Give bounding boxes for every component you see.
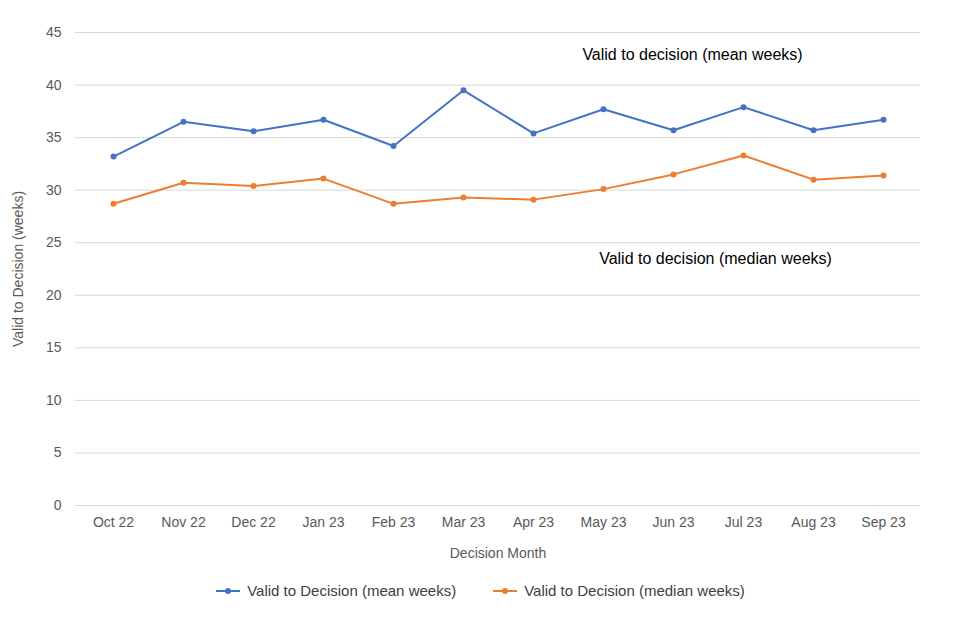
svg-text:Aug 23: Aug 23 <box>791 514 836 530</box>
svg-text:40: 40 <box>46 77 62 93</box>
svg-text:Jul 23: Jul 23 <box>725 514 763 530</box>
svg-text:Mar 23: Mar 23 <box>442 514 486 530</box>
svg-text:Feb 23: Feb 23 <box>372 514 416 530</box>
svg-text:45: 45 <box>46 24 62 40</box>
svg-text:Oct 22: Oct 22 <box>93 514 134 530</box>
svg-text:May 23: May 23 <box>581 514 627 530</box>
svg-text:Apr 23: Apr 23 <box>513 514 554 530</box>
svg-text:Nov 22: Nov 22 <box>161 514 206 530</box>
svg-text:Decision Month: Decision Month <box>450 545 547 561</box>
html-text:Valid to Decision (median week: Valid to Decision (median weeks) <box>524 582 745 599</box>
svg-text:0: 0 <box>54 497 62 513</box>
svg-text:35: 35 <box>46 129 62 145</box>
svg-text:30: 30 <box>46 182 62 198</box>
svg-text:Dec 22: Dec 22 <box>231 514 276 530</box>
svg-text:15: 15 <box>46 339 62 355</box>
svg-text:25: 25 <box>46 234 62 250</box>
svg-text:5: 5 <box>54 444 62 460</box>
svg-text:20: 20 <box>46 287 62 303</box>
svg-text:Valid to decision (median week: Valid to decision (median weeks) <box>599 250 832 267</box>
svg-text:Jan 23: Jan 23 <box>302 514 344 530</box>
svg-text:Valid to decision (mean weeks): Valid to decision (mean weeks) <box>582 46 802 63</box>
svg-text:Sep 23: Sep 23 <box>861 514 906 530</box>
html-text:Valid to Decision (mean weeks): Valid to Decision (mean weeks) <box>247 582 457 599</box>
svg-text:10: 10 <box>46 392 62 408</box>
svg-text:Valid to Decision (weeks): Valid to Decision (weeks) <box>10 191 26 347</box>
svg-text:Jun 23: Jun 23 <box>652 514 694 530</box>
